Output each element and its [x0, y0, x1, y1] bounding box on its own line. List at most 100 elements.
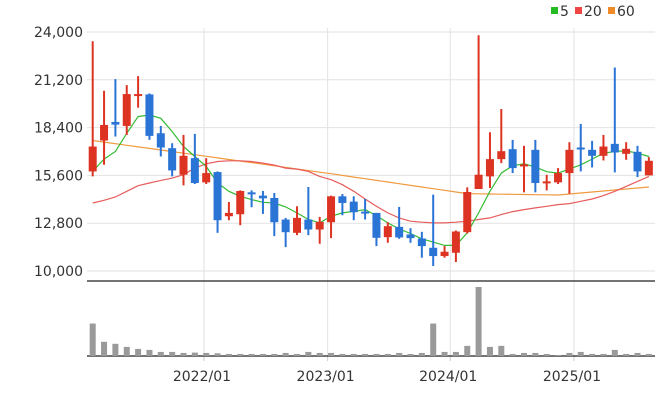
x-tick-label: 2024/01 — [419, 369, 477, 385]
candle-down — [633, 151, 642, 172]
candle-up — [565, 149, 574, 174]
volume-bar — [589, 353, 596, 356]
volume-bar — [294, 353, 300, 356]
candle-up — [520, 164, 528, 167]
volume-bar — [339, 353, 346, 356]
volume-bar — [214, 353, 221, 356]
ma60-line — [92, 139, 649, 196]
candle-up — [463, 191, 472, 233]
volume-bar — [464, 345, 471, 356]
candle-down — [213, 172, 222, 221]
candle-down — [270, 197, 279, 223]
candle-up — [100, 124, 109, 141]
candle-down — [156, 133, 165, 148]
candle-up — [554, 173, 563, 183]
volume-bar — [237, 353, 244, 356]
volume-bar — [157, 351, 164, 356]
candle-up — [451, 231, 460, 253]
candle-up — [622, 148, 631, 154]
candle-up — [383, 226, 392, 238]
candle-down — [576, 147, 585, 150]
legend-swatch — [551, 7, 558, 14]
volume-bar — [180, 352, 187, 356]
candle-down — [417, 238, 426, 247]
candle-down — [304, 219, 313, 230]
x-tick-label: 2025/01 — [543, 369, 601, 385]
candle-down — [281, 219, 290, 233]
volume-bar — [248, 353, 255, 356]
volume-bar — [225, 353, 232, 356]
volume-bar — [566, 352, 573, 356]
candle-down — [372, 212, 381, 238]
volume-bar — [316, 352, 323, 356]
x-tick-label: 2023/01 — [297, 369, 355, 385]
volume-bar — [486, 346, 493, 356]
y-tick-label: 10,000 — [34, 264, 83, 280]
candle-down — [258, 195, 267, 199]
candle-up — [202, 173, 211, 183]
volume-bar — [430, 323, 437, 356]
volume-bar — [123, 346, 130, 356]
legend-label: 20 — [584, 4, 602, 20]
volume-bar — [645, 353, 652, 356]
candle-down — [338, 196, 347, 203]
volume-bar — [259, 353, 266, 356]
volume-bar — [532, 352, 539, 356]
volume-bar — [146, 349, 153, 356]
volume-bar — [135, 348, 142, 356]
legend-label: 60 — [617, 4, 635, 20]
candle-down — [406, 234, 415, 239]
volume-bar — [634, 352, 641, 356]
candle-down — [168, 148, 177, 171]
legend-swatch — [608, 7, 615, 14]
volume-bar — [498, 345, 505, 356]
volume-bar — [305, 351, 312, 356]
volume-bar — [611, 349, 618, 356]
volume-bar — [101, 341, 108, 356]
volume-bar — [475, 287, 482, 356]
candle-down — [588, 149, 597, 156]
candle-up — [497, 151, 506, 160]
candle-up — [542, 181, 551, 184]
y-tick-label: 18,400 — [34, 121, 83, 137]
volume-bar — [350, 353, 357, 356]
candle-up — [179, 155, 188, 175]
volume-bar — [282, 352, 289, 356]
volume-bar — [191, 352, 198, 356]
volume-bar — [396, 352, 403, 356]
ma5-line — [92, 114, 650, 246]
volume-bar — [509, 353, 516, 356]
candle-down — [247, 192, 256, 195]
legend-swatch — [575, 7, 582, 14]
candle-up — [315, 221, 324, 230]
x-tick-label: 2022/01 — [173, 369, 231, 385]
candle-up — [134, 94, 143, 97]
volume-bar — [600, 353, 607, 356]
volume-bar — [271, 353, 278, 356]
candle-down — [190, 158, 199, 184]
y-tick-label: 24,000 — [34, 25, 83, 41]
candle-up — [440, 251, 449, 257]
volume-bar — [203, 352, 210, 356]
candle-down — [610, 143, 619, 153]
volume-bar — [555, 354, 562, 356]
candle-up — [236, 191, 245, 215]
candle-up — [327, 196, 336, 223]
candle-down — [111, 121, 120, 125]
candle-up — [474, 174, 483, 190]
y-tick-label: 15,600 — [34, 168, 83, 184]
volume-bar — [623, 353, 630, 356]
candle-down — [531, 149, 540, 184]
volume-bar — [418, 352, 425, 356]
candle-down — [349, 201, 358, 213]
candle-down — [361, 211, 370, 214]
candle-up — [293, 217, 301, 233]
volume-bar — [384, 353, 391, 356]
y-tick-label: 12,800 — [34, 216, 83, 232]
volume-bar — [112, 343, 119, 356]
y-tick-label: 21,200 — [34, 73, 83, 89]
candle-up — [644, 160, 653, 176]
volume-bar — [89, 323, 96, 356]
volume-bar — [373, 353, 380, 356]
